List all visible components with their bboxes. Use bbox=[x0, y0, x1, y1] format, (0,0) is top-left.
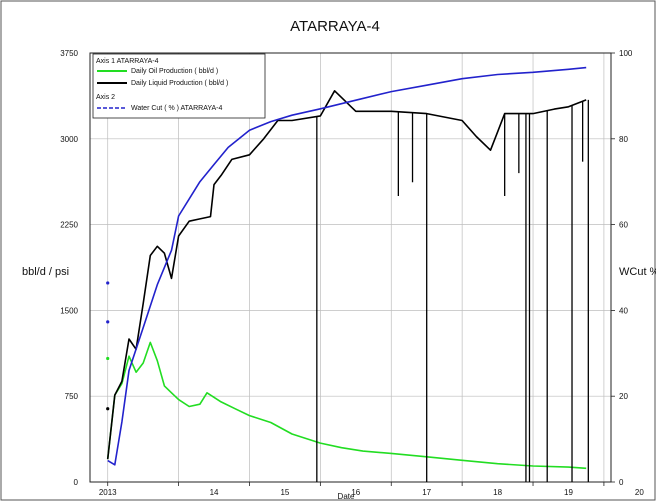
y-left-tick-label: 3750 bbox=[60, 49, 78, 58]
right-axis-ticks: 0 20 40 60 80 100 bbox=[611, 49, 633, 487]
x-tick-label: 18 bbox=[493, 488, 502, 497]
series-line-1 bbox=[106, 90, 587, 460]
chart-title: ATARRAYA-4 bbox=[290, 18, 380, 35]
y-axis-left-label: bbl/d / psi bbox=[22, 266, 69, 278]
y-right-tick-label: 20 bbox=[619, 392, 628, 401]
y-left-tick-label: 3000 bbox=[60, 135, 78, 144]
x-tick-label: 19 bbox=[564, 488, 573, 497]
legend-label-watercut: Water Cut ( % ) ATARRAYA-4 bbox=[131, 105, 223, 112]
x-tick-label: 16 bbox=[351, 488, 360, 497]
y-left-tick-label: 2250 bbox=[60, 221, 78, 230]
scatter-point bbox=[106, 320, 110, 324]
legend-label-liquid: Daily Liquid Production ( bbl/d ) bbox=[131, 80, 228, 87]
x-tick-label: 15 bbox=[280, 488, 289, 497]
legend-axis2-header: Axis 2 bbox=[96, 94, 115, 101]
series-line-0 bbox=[106, 341, 587, 470]
x-axis-label: Date bbox=[338, 492, 355, 501]
y-axis-right-label: WCut % bbox=[619, 266, 656, 278]
y-right-tick-label: 0 bbox=[619, 478, 624, 487]
left-axis-ticks: 0 750 1500 2250 3000 3750 bbox=[60, 49, 78, 487]
x-tick-label: 2013 bbox=[99, 488, 117, 497]
series-layer bbox=[106, 66, 589, 482]
y-right-tick-label: 40 bbox=[619, 306, 628, 315]
x-tick-label: 14 bbox=[210, 488, 219, 497]
legend-label-oil: Daily Oil Production ( bbl/d ) bbox=[131, 68, 218, 75]
y-left-tick-label: 0 bbox=[74, 478, 79, 487]
series-line-2 bbox=[107, 66, 587, 466]
scatter-point bbox=[106, 356, 110, 361]
y-left-tick-label: 750 bbox=[65, 392, 79, 401]
y-right-tick-label: 100 bbox=[619, 49, 633, 58]
x-tick-label: 17 bbox=[422, 488, 431, 497]
y-right-tick-label: 60 bbox=[619, 221, 628, 230]
x-tick-label: 20 bbox=[635, 488, 644, 497]
scatter-point bbox=[106, 407, 110, 411]
x-axis-ticks: 2013 14 15 16 17 18 19 20 bbox=[99, 482, 644, 497]
y-left-tick-label: 1500 bbox=[60, 306, 78, 315]
plot-area-frame bbox=[89, 52, 612, 483]
scatter-point bbox=[106, 281, 110, 285]
legend: Axis 1 ATARRAYA-4 Daily Oil Production (… bbox=[92, 53, 266, 119]
legend-axis1-header: Axis 1 ATARRAYA-4 bbox=[96, 58, 159, 65]
y-right-tick-label: 80 bbox=[619, 135, 628, 144]
